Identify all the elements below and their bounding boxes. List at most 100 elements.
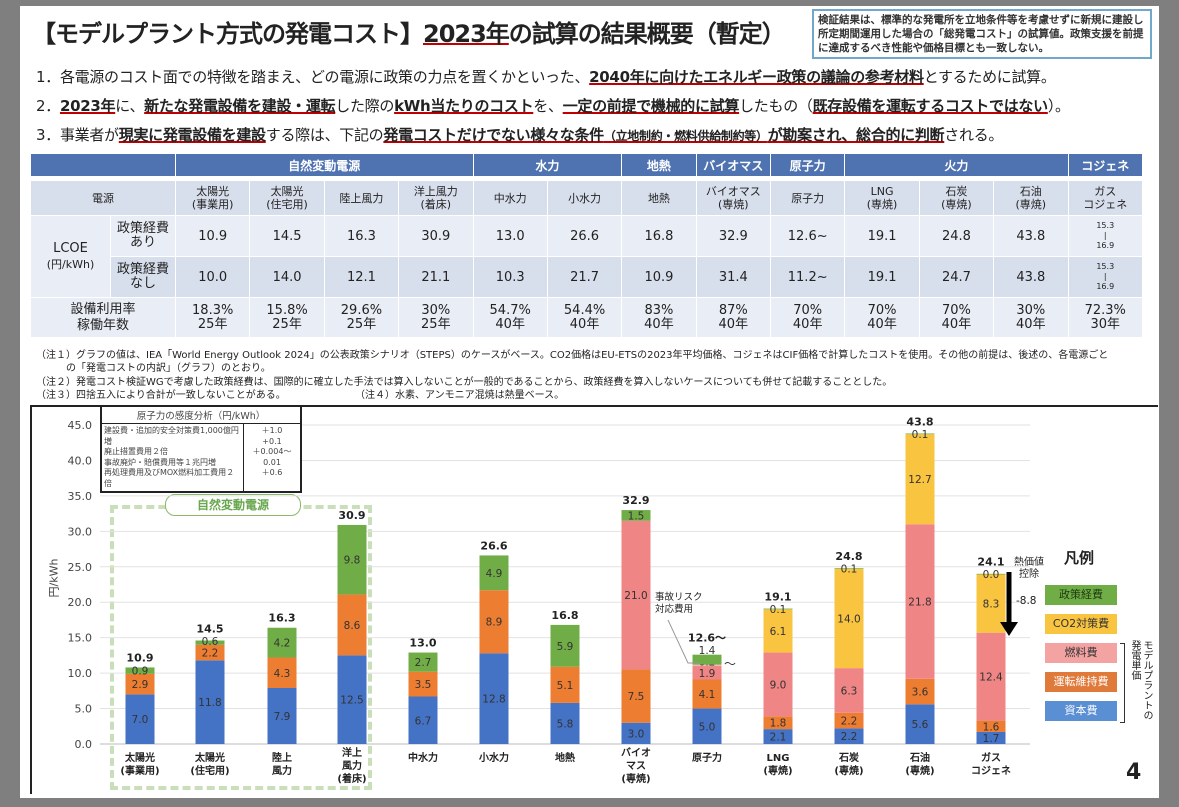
text-segment: したもの（: [739, 97, 813, 115]
nuclear-tilde: ～: [724, 657, 736, 671]
total-label: 24.1: [977, 555, 1004, 568]
segment-label: 8.3: [983, 598, 1000, 610]
y-tick-label: 30.0: [68, 525, 93, 538]
category-label: 太陽光 (事業用): [120, 753, 160, 777]
lcoe-without-policy-cell: 31.4: [695, 256, 772, 298]
disclaimer-box: 検証結果は、標準的な発電所を立地条件等を考慮せずに新規に建設し所定期間運用した場…: [812, 9, 1152, 59]
bar-segment: [195, 660, 225, 744]
bar-segment: [125, 694, 155, 744]
total-label: 24.8: [835, 550, 862, 563]
bar-segment: [692, 654, 722, 665]
utilization-cell: 87% 40年: [695, 297, 772, 338]
bar-segment: [550, 624, 580, 667]
bar-segment: [125, 667, 155, 674]
category-label: 中水力: [408, 753, 438, 764]
segment-label: 5.1: [557, 680, 574, 692]
lcoe-with-policy-cell: 43.8: [993, 215, 1069, 257]
segment-label: 3.6: [912, 687, 929, 699]
bar-segment: [479, 590, 509, 654]
bar-segment: [621, 722, 651, 744]
utilization-cell: 70% 40年: [769, 297, 846, 338]
source-cell: バイオマス (専焼): [695, 180, 772, 216]
lcoe-without-policy-cell: 10.3: [472, 256, 548, 298]
title-prefix: 【モデルプラント方式の発電コスト】: [32, 20, 424, 48]
bar-segment: [976, 720, 1006, 732]
category-label: 洋上 風力 (着床): [337, 748, 367, 785]
source-cell: 洋上風力 (着床): [398, 180, 474, 216]
y-tick-label: 25.0: [68, 561, 93, 574]
emphasized-text: 既存設備を運転するコストではない: [812, 97, 1049, 115]
bar-segment: [479, 653, 509, 744]
segment-label: 12.8: [482, 694, 505, 706]
without-policy-label: 政策経費 なし: [110, 256, 176, 298]
lcoe-with-policy-cell: 32.9: [695, 215, 772, 257]
segment-label: 5.9: [557, 641, 574, 653]
page-title: 【モデルプラント方式の発電コスト】2023年の試算の結果概要（暫定）: [32, 14, 786, 49]
utilization-cell: 15.8% 25年: [249, 297, 325, 338]
legend-co2: CO2対策費: [1045, 614, 1117, 634]
lcoe-with-policy-cell: 13.0: [472, 215, 548, 257]
bar-segment: [479, 555, 509, 591]
lcoe-without-policy-cell: 15.3 | 16.9: [1067, 256, 1143, 298]
lcoe-without-policy-cell: 10.9: [621, 256, 697, 298]
total-label: 16.8: [551, 609, 578, 622]
accident-risk-annotation: 事故リスク 対応費用: [655, 592, 703, 615]
bar-segment: [692, 666, 722, 680]
bar-segment: [834, 728, 864, 744]
total-label: 13.0: [409, 637, 436, 650]
sensitivity-item: 事故廃炉・賠償費用等１兆円増: [104, 457, 216, 467]
group-nuclear: 原子力: [769, 153, 846, 177]
category-label: 地熱: [555, 753, 575, 764]
bar-segment: [834, 568, 864, 569]
lcoe-without-policy-cell: 21.7: [546, 256, 623, 298]
lcoe-table: 自然変動電源 水力 地熱 バイオマス 原子力 火力 コジェネ 電源 太陽光 (事…: [30, 153, 1143, 338]
bar-segment: [408, 652, 438, 672]
segment-label: 6.7: [415, 715, 432, 727]
utilization-cell: 72.3% 30年: [1067, 297, 1143, 338]
segment-label: 2.2: [841, 716, 858, 728]
lcoe-with-policy-cell: 14.5: [249, 215, 325, 257]
total-label: 10.9: [126, 651, 153, 664]
y-tick-label: 20.0: [68, 596, 93, 609]
total-label: 26.6: [480, 539, 507, 552]
source-cell: 太陽光 (住宅用): [249, 180, 325, 216]
lcoe-with-policy-cell: 24.8: [918, 215, 995, 257]
segment-label: 0.1: [841, 564, 858, 576]
legend-fuel: 燃料費: [1045, 643, 1117, 663]
utilization-cell: 70% 40年: [918, 297, 995, 338]
sensitivity-value: +0.1: [262, 436, 282, 446]
source-cell: 中水力: [472, 180, 548, 216]
source-cell: 石油 (専焼): [993, 180, 1069, 216]
text-segment: する際は、下記の: [265, 126, 384, 144]
legend-title: 凡例: [1064, 549, 1095, 567]
bar-segment: [621, 669, 651, 723]
sensitivity-value: ＋0.6: [261, 468, 283, 477]
nuclear-sensitivity-table: 原子力の感度分析（円/kWh） 建設費・追加的安全対策費1,000億円増 廃止措…: [100, 405, 302, 493]
heat-deduction-value: -8.8: [1016, 595, 1037, 607]
table-group-header: 自然変動電源 水力 地熱 バイオマス 原子力 火力 コジェネ: [30, 153, 1143, 177]
segment-label: 3.5: [415, 679, 432, 691]
segment-label: 21.0: [624, 590, 647, 602]
table-row-utilization: 設備利用率 稼働年数 18.3% 25年 15.8% 25年 29.6% 25年 30…: [30, 297, 1143, 338]
point-1: 1．各電源のコスト面での特徴を踏まえ、どの電源に政策の力点を置くかといった、20…: [36, 66, 1056, 87]
group-renewable: 自然変動電源: [175, 153, 474, 177]
bar-segment: [337, 524, 367, 595]
bar-segment: [337, 655, 367, 744]
lcoe-without-policy-cell: 21.1: [398, 256, 474, 298]
category-label: LNG (専焼): [763, 753, 793, 777]
source-cell: 小水力: [546, 180, 623, 216]
bar-segment: [550, 666, 580, 703]
segment-label: 0.9: [132, 666, 149, 678]
bar-segment: [905, 433, 935, 435]
segment-label: 4.3: [274, 668, 291, 680]
text-segment: した際の: [335, 97, 395, 115]
table-row-with-policy: LCOE (円/kWh) 政策経費 あり 10.9 14.5 16.3 30.9 13.0…: [30, 215, 1143, 298]
group-cogen: コジェネ: [1067, 153, 1143, 177]
lcoe-label: LCOE (円/kWh): [30, 215, 111, 298]
utilization-cell: 30% 25年: [398, 297, 474, 338]
segment-label: 8.9: [486, 617, 503, 629]
lcoe-title: LCOE: [53, 241, 88, 256]
legend-policy: 政策経費: [1045, 585, 1117, 605]
total-label: 12.6～: [688, 631, 726, 644]
legend-bracket: [1120, 643, 1125, 723]
